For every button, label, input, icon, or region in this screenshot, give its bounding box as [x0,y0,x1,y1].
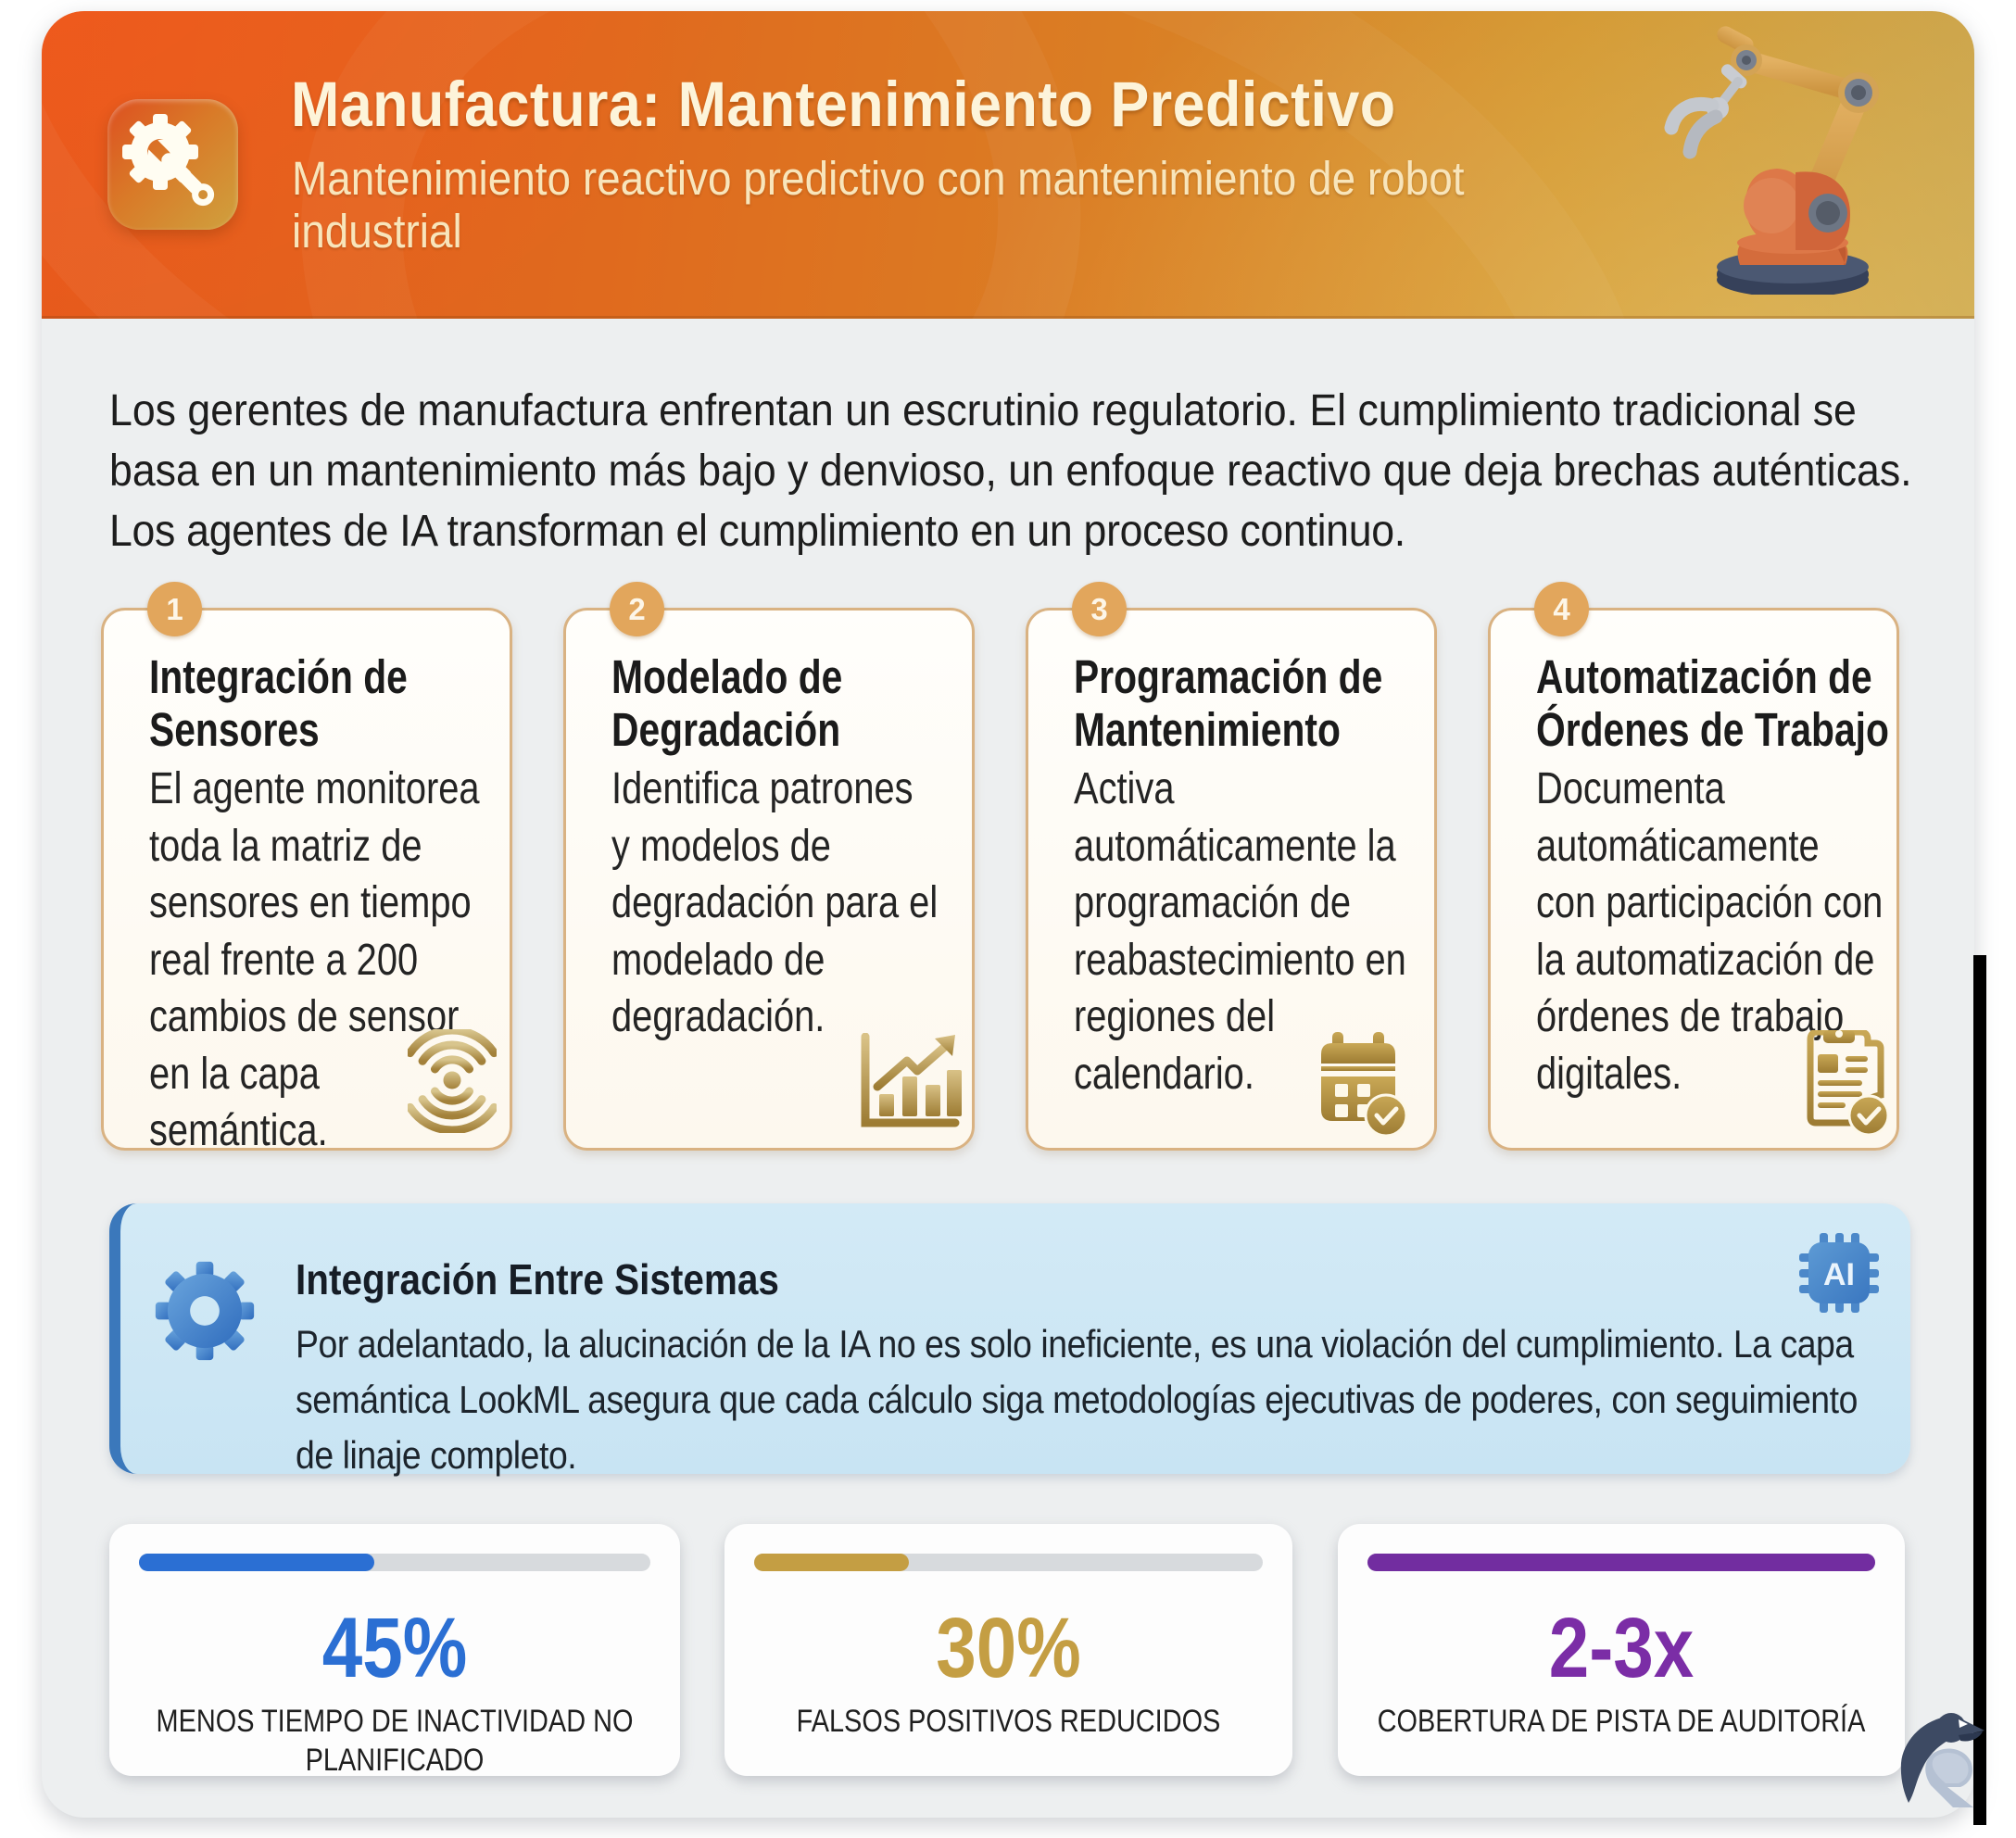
svg-text:AI: AI [1823,1257,1855,1292]
